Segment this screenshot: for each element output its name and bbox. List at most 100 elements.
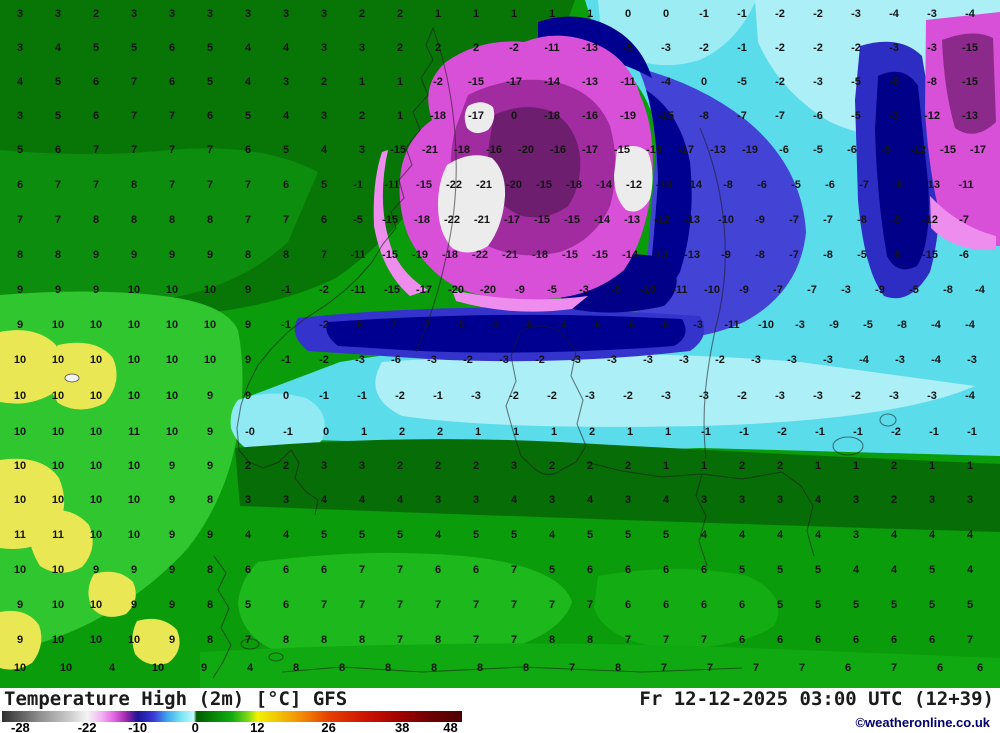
temp-label: 5 (244, 110, 252, 122)
temp-label: 10 (89, 529, 103, 541)
temp-label: 10 (13, 426, 27, 438)
temp-label: 3 (16, 8, 24, 20)
temp-label: -5 (909, 284, 919, 296)
temp-label: 5 (130, 42, 138, 54)
temp-label: 8 (434, 634, 442, 646)
temp-label: 3 (738, 494, 746, 506)
temp-label: 3 (206, 8, 214, 20)
temp-label: -4 (661, 76, 671, 88)
temp-label: 2 (320, 76, 328, 88)
temp-label: -11 (958, 179, 974, 191)
temp-label: 3 (16, 110, 24, 122)
temp-label: 7 (168, 144, 176, 156)
temp-label: -5 (623, 42, 633, 54)
temp-label: 9 (168, 494, 176, 506)
temp-label: -1 (281, 284, 291, 296)
temp-label: 5 (54, 110, 62, 122)
temp-label: -2 (463, 354, 473, 366)
temp-label: 6 (852, 634, 860, 646)
temp-label: -1 (357, 390, 367, 402)
temp-label: 7 (798, 662, 806, 674)
temp-label: -12 (626, 179, 642, 191)
temp-label: -3 (679, 354, 689, 366)
temp-label: 3 (434, 494, 442, 506)
temp-label: 9 (16, 284, 24, 296)
temp-label: 10 (89, 390, 103, 402)
temp-label: -3 (889, 390, 899, 402)
temp-label: 7 (586, 599, 594, 611)
temp-label: 4 (282, 110, 290, 122)
temp-label: 10 (127, 634, 141, 646)
temp-label: 2 (398, 426, 406, 438)
temp-label: -3 (489, 319, 499, 331)
temp-label: -9 (875, 284, 885, 296)
temp-label: -3 (813, 76, 823, 88)
temp-label: 9 (206, 249, 214, 261)
temp-label: -8 (723, 179, 733, 191)
temp-label: 5 (928, 564, 936, 576)
temp-label: -3 (927, 8, 937, 20)
temp-label: 5 (662, 529, 670, 541)
temp-label: 10 (127, 354, 141, 366)
temp-label: 6 (586, 564, 594, 576)
temp-label: 9 (130, 599, 138, 611)
temp-label: 3 (320, 460, 328, 472)
temp-label: -6 (391, 354, 401, 366)
temp-label: -15 (382, 249, 398, 261)
temp-label: 10 (89, 319, 103, 331)
temp-label: 8 (586, 634, 594, 646)
temp-label: 0 (322, 426, 330, 438)
temp-label: 10 (127, 390, 141, 402)
temp-label: 8 (168, 214, 176, 226)
temp-label: -4 (965, 390, 975, 402)
temp-label: 8 (476, 662, 484, 674)
temp-label: 9 (168, 599, 176, 611)
temp-label: 6 (738, 599, 746, 611)
temp-label: 5 (92, 42, 100, 54)
temp-label: -3 (585, 390, 595, 402)
temp-label: -5 (863, 319, 873, 331)
temp-label: -15 (962, 42, 978, 54)
temp-label: -8 (927, 76, 937, 88)
temp-label: 5 (966, 599, 974, 611)
temp-label: 5 (624, 529, 632, 541)
temp-label: -10 (758, 319, 774, 331)
temp-label: -14 (594, 214, 610, 226)
temp-label: 7 (548, 599, 556, 611)
map-datetime: Fr 12-12-2025 03:00 UTC (12+39) (639, 688, 994, 710)
temp-label: -14 (596, 179, 612, 191)
temp-label: -5 (353, 214, 363, 226)
temp-label: -6 (779, 144, 789, 156)
temp-label: 9 (16, 599, 24, 611)
footer-bar: Temperature High (2m) [°C] GFS Fr 12-12-… (0, 688, 1000, 733)
temp-label: 4 (966, 564, 974, 576)
temp-label: -13 (652, 249, 668, 261)
temp-label: 0 (662, 8, 670, 20)
temp-label: 6 (282, 179, 290, 191)
temp-label: -8 (897, 319, 907, 331)
temp-label: 10 (51, 319, 65, 331)
temp-label: 1 (396, 110, 404, 122)
temp-label: -18 (656, 179, 672, 191)
temp-label: 3 (168, 8, 176, 20)
temp-label: 3 (358, 460, 366, 472)
temp-label: 10 (51, 426, 65, 438)
map-canvas[interactable]: 3 3 2 3 3 3 3 3 3 2 2 1 1 1 1 1 0 0 -1 -1 -2 -2 -3 -4 -3 -4 3 4 5 5 6 5… (0, 0, 1000, 688)
temp-label: 7 (320, 249, 328, 261)
temp-label: 3 (776, 494, 784, 506)
temp-label: 1 (700, 460, 708, 472)
temp-label: 9 (244, 284, 252, 296)
temp-label: -2 (715, 354, 725, 366)
temp-label: -19 (620, 110, 636, 122)
temp-label: 2 (244, 460, 252, 472)
temp-label: 8 (130, 179, 138, 191)
temp-label: -1 (281, 319, 291, 331)
temp-label: 6 (282, 564, 290, 576)
copyright-link[interactable]: ©weatheronline.co.uk (855, 715, 990, 730)
temp-label: 2 (472, 460, 480, 472)
temp-label: 4 (890, 564, 898, 576)
temp-label: 3 (54, 8, 62, 20)
temp-label: 4 (890, 529, 898, 541)
temp-label: 9 (206, 460, 214, 472)
temp-label: 6 (844, 662, 852, 674)
